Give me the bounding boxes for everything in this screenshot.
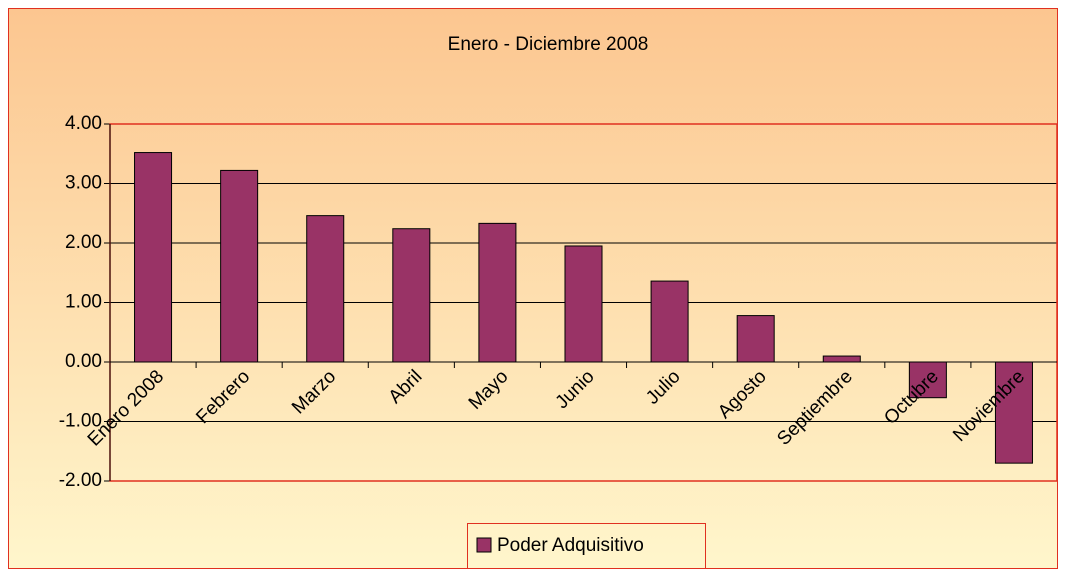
- legend-label: Poder Adquisitivo: [497, 535, 644, 556]
- y-tick-label: 0.00: [65, 351, 102, 372]
- y-tick-label: 2.00: [65, 232, 102, 253]
- legend-swatch: [476, 537, 492, 553]
- bar: [478, 222, 517, 363]
- y-tick-label: -2.00: [59, 470, 102, 491]
- bar: [392, 228, 431, 363]
- bar: [306, 215, 345, 363]
- bar: [908, 361, 947, 399]
- bar: [994, 361, 1033, 464]
- y-tick-label: 4.00: [65, 113, 102, 134]
- y-tick-label: 1.00: [65, 292, 102, 313]
- bar: [564, 245, 603, 363]
- y-tick-label: 3.00: [65, 173, 102, 194]
- bar: [134, 152, 173, 363]
- bar: [650, 280, 689, 363]
- bar: [220, 169, 259, 363]
- y-tick-label: -1.00: [59, 411, 102, 432]
- legend-box: [467, 523, 706, 569]
- bar: [822, 355, 861, 363]
- chart-background: [8, 8, 1058, 569]
- bar: [736, 315, 775, 363]
- chart-title: Enero - Diciembre 2008: [448, 34, 649, 55]
